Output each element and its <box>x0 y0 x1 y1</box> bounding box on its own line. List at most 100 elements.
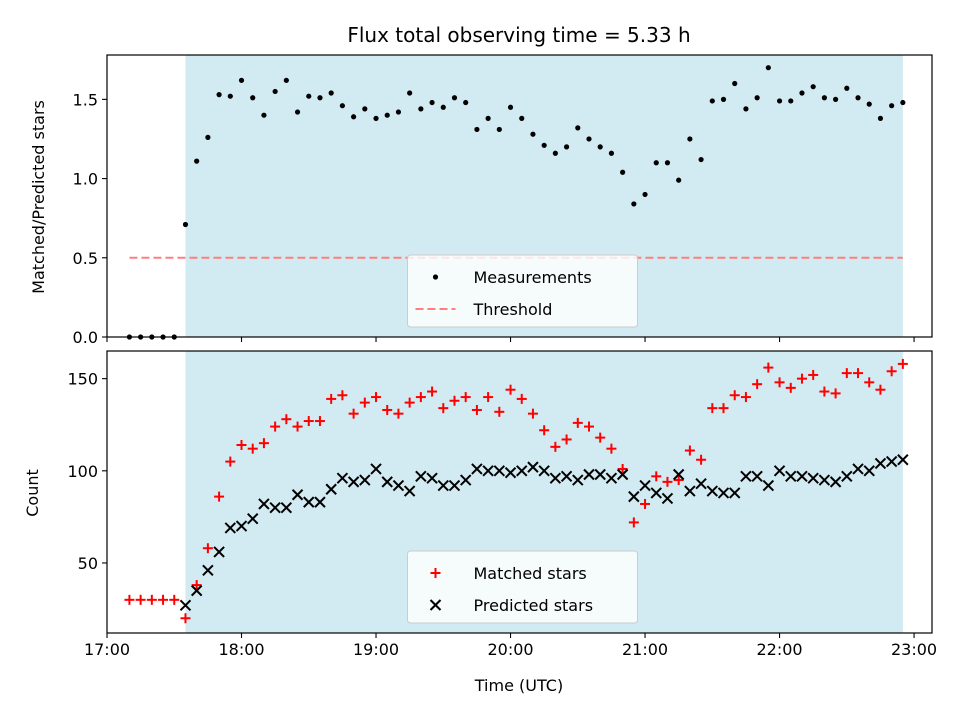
ratio-panel: 0.0 0.5 1.0 1.5 Matched/Predicted stars Mea… <box>29 54 933 347</box>
measurement-point <box>507 104 514 110</box>
measurement-point <box>676 177 682 183</box>
predicted-star-point <box>437 479 449 492</box>
measurement-point <box>732 80 738 87</box>
y-tick-label: 100 <box>67 462 98 481</box>
x-tick-label: 21:00 <box>622 640 668 659</box>
matched-star-point <box>404 397 415 408</box>
predicted-star-point <box>740 470 752 483</box>
predicted-star-point <box>841 470 853 483</box>
measurement-point <box>216 92 222 98</box>
measurement-point <box>272 88 278 95</box>
matched-star-point <box>225 456 236 467</box>
measurement-point <box>799 90 805 96</box>
count-series <box>124 358 909 624</box>
matched-star-point <box>146 594 157 605</box>
measurement-point <box>205 134 211 140</box>
measurement-point <box>496 126 502 133</box>
matched-star-point <box>707 403 718 414</box>
predicted-star-point <box>852 463 864 475</box>
x-tick-label: 19:00 <box>353 640 399 659</box>
matched-star-point <box>247 443 258 454</box>
matched-star-point <box>202 543 213 554</box>
predicted-star-point <box>706 485 719 497</box>
predicted-star-point <box>885 455 898 468</box>
matched-star-point <box>348 408 359 419</box>
matched-star-point <box>583 421 594 432</box>
legend-matched-swatch <box>430 568 441 578</box>
measurement-point <box>620 169 626 175</box>
predicted-star-point <box>538 465 550 477</box>
measurement-point <box>418 106 424 112</box>
ratio-ticks: 0.0 0.5 1.0 1.5 <box>73 90 915 347</box>
matched-star-point <box>830 388 841 399</box>
predicted-star-point <box>213 546 225 558</box>
matched-star-point <box>550 441 561 452</box>
predicted-star-point <box>560 470 573 483</box>
predicted-star-point <box>325 483 337 495</box>
matched-star-point <box>785 382 796 393</box>
measurement-point <box>866 101 872 107</box>
count-axes-frame <box>106 350 933 634</box>
measurement-point <box>563 144 570 150</box>
matched-star-point <box>258 438 269 449</box>
matched-star-point <box>180 613 191 624</box>
matched-star-point <box>841 368 852 379</box>
predicted-star-point <box>235 520 248 532</box>
matched-star-point <box>326 393 337 404</box>
predicted-star-point <box>594 468 606 481</box>
matched-star-point <box>696 454 707 465</box>
measurement-point <box>384 112 390 118</box>
measurement-point <box>182 221 189 228</box>
predicted-star-point <box>247 513 259 525</box>
predicted-star-point <box>403 485 416 497</box>
legend-label: Predicted stars <box>474 596 594 615</box>
measurement-point <box>844 85 850 91</box>
measurement-point <box>250 95 256 101</box>
x-tick-label: 20:00 <box>487 640 533 659</box>
measurement-point <box>855 95 861 101</box>
predicted-star-point <box>605 472 618 484</box>
matched-star-point <box>505 384 516 395</box>
matched-star-point <box>527 408 538 419</box>
matched-star-point <box>449 395 460 406</box>
matched-star-point <box>169 594 180 605</box>
predicted-star-point <box>572 474 584 486</box>
predicted-star-point <box>628 490 640 503</box>
matched-star-point <box>886 366 897 377</box>
legend-label: Measurements <box>474 268 592 287</box>
measurement-point <box>328 90 334 96</box>
measurement-point <box>754 95 760 101</box>
matched-star-point <box>640 498 651 509</box>
predicted-star-point <box>291 489 304 501</box>
predicted-star-point <box>549 472 562 484</box>
matched-star-point <box>617 463 628 474</box>
measurement-point <box>810 84 816 90</box>
matched-star-point <box>191 580 202 591</box>
predicted-star-point <box>179 599 192 612</box>
predicted-star-point <box>897 454 909 466</box>
predicted-star-point <box>459 474 472 486</box>
matched-star-point <box>740 392 751 403</box>
measurement-point <box>294 109 301 115</box>
matched-star-point <box>124 594 135 605</box>
measurement-point <box>608 150 615 156</box>
matched-star-point <box>561 434 572 445</box>
matched-star-point <box>853 368 864 379</box>
matched-star-point <box>382 404 393 415</box>
predicted-star-point <box>672 468 685 481</box>
measurement-point <box>463 99 469 106</box>
predicted-star-point <box>751 470 763 483</box>
predicted-star-point <box>729 487 741 499</box>
matched-star-point <box>337 390 348 401</box>
predicted-star-point <box>785 470 797 483</box>
matched-star-point <box>595 432 606 443</box>
measurement-point <box>530 131 536 137</box>
predicted-star-point <box>684 485 696 497</box>
y-tick-label: 1.5 <box>73 90 98 109</box>
predicted-star-point <box>583 468 595 481</box>
measurement-point <box>261 112 267 118</box>
predicted-star-point <box>717 487 730 499</box>
predicted-star-point <box>829 476 842 488</box>
ratio-y-axis-label: Matched/Predicted stars <box>29 100 48 294</box>
measurement-point <box>485 115 491 121</box>
